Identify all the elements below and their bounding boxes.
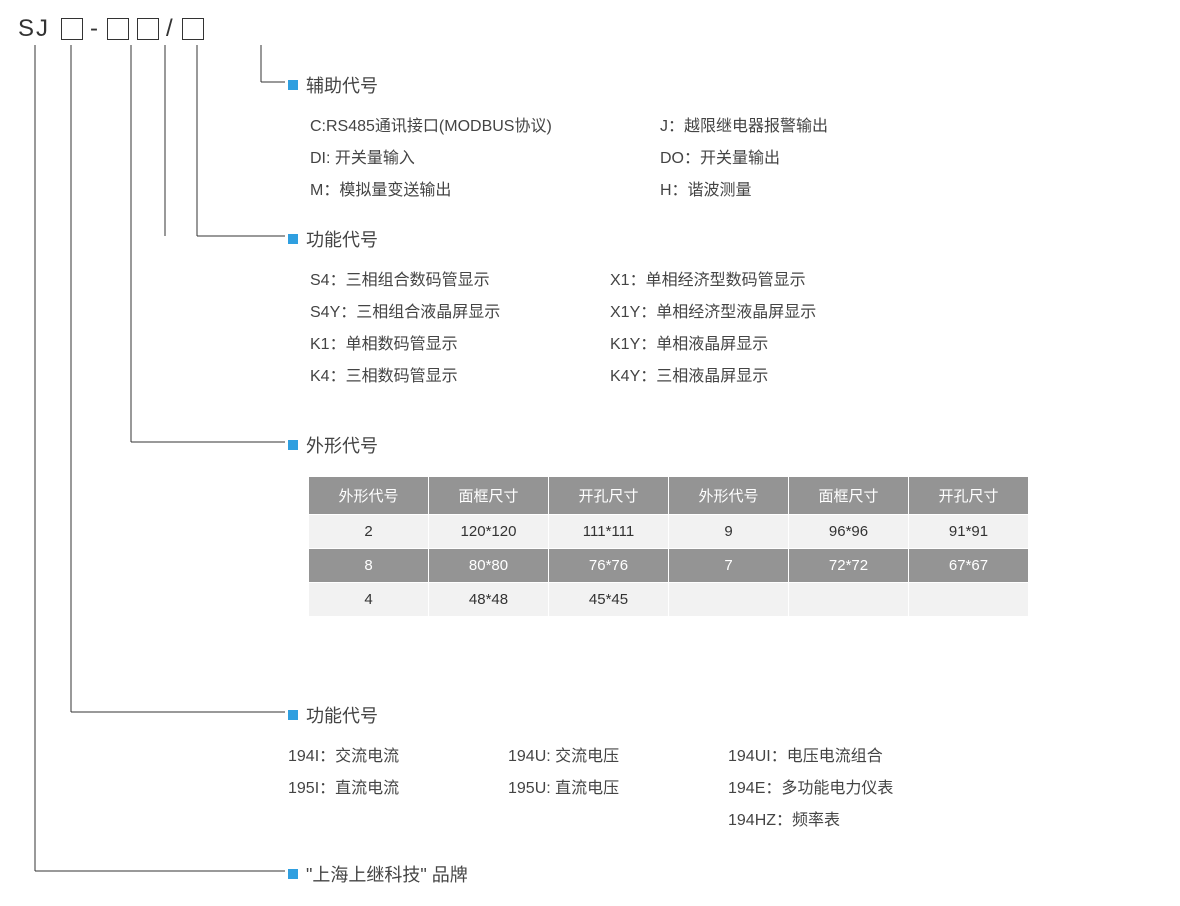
fn1-item: K4Y：三相液晶屏显示: [610, 362, 870, 386]
auxiliary-codes: C:RS485通讯接口(MODBUS协议) J：越限继电器报警输出 DI: 开关…: [310, 112, 920, 200]
fn1-item: S4：三相组合数码管显示: [310, 266, 570, 290]
td: 72*72: [789, 549, 909, 583]
td: 91*91: [909, 515, 1029, 549]
td: 120*120: [429, 515, 549, 549]
td: 80*80: [429, 549, 549, 583]
shape-title: 外形代号: [306, 432, 378, 458]
td: 8: [309, 549, 429, 583]
fn1-item: K1：单相数码管显示: [310, 330, 570, 354]
table-row: 4 48*48 45*45: [309, 583, 1029, 617]
fn2-item: 195U: 直流电压: [508, 774, 688, 798]
shape-table: 外形代号 面框尺寸 开孔尺寸 外形代号 面框尺寸 开孔尺寸 2 120*120 …: [308, 476, 1029, 617]
aux-item: DO：开关量输出: [660, 144, 920, 168]
bullet-icon: [288, 234, 298, 244]
model-code-display: SJ - /: [18, 15, 207, 43]
table-row: 8 80*80 76*76 7 72*72 67*67: [309, 549, 1029, 583]
auxiliary-title: 辅助代号: [306, 72, 378, 98]
td: 45*45: [549, 583, 669, 617]
section-brand: "上海上继科技" 品牌: [288, 861, 468, 887]
section-function1: 功能代号 S4：三相组合数码管显示 X1：单相经济型数码管显示 S4Y：三相组合…: [288, 226, 870, 386]
td: 96*96: [789, 515, 909, 549]
fn2-item: 194E：多功能电力仪表: [728, 774, 948, 798]
section-function2: 功能代号 194I：交流电流 194U: 交流电压 194UI：电压电流组合 1…: [288, 702, 948, 830]
bullet-icon: [288, 869, 298, 879]
aux-item: M：模拟量变送输出: [310, 176, 620, 200]
td: 76*76: [549, 549, 669, 583]
model-box-4: [182, 18, 204, 40]
aux-item: J：越限继电器报警输出: [660, 112, 920, 136]
fn1-item: K4：三相数码管显示: [310, 362, 570, 386]
fn1-item: S4Y：三相组合液晶屏显示: [310, 298, 570, 322]
section-header-function2: 功能代号: [288, 702, 948, 728]
section-auxiliary: 辅助代号 C:RS485通讯接口(MODBUS协议) J：越限继电器报警输出 D…: [288, 72, 920, 200]
section-header-auxiliary: 辅助代号: [288, 72, 920, 98]
function2-title: 功能代号: [306, 702, 378, 728]
td: 67*67: [909, 549, 1029, 583]
fn1-item: X1Y：单相经济型液晶屏显示: [610, 298, 870, 322]
td: 4: [309, 583, 429, 617]
aux-item: DI: 开关量输入: [310, 144, 620, 168]
td: [669, 583, 789, 617]
th: 面框尺寸: [789, 477, 909, 515]
fn1-item: X1：单相经济型数码管显示: [610, 266, 870, 290]
fn2-item: 194I：交流电流: [288, 742, 468, 766]
function1-title: 功能代号: [306, 226, 378, 252]
td: 7: [669, 549, 789, 583]
td: [789, 583, 909, 617]
fn1-item: K1Y：单相液晶屏显示: [610, 330, 870, 354]
model-slash: /: [166, 15, 175, 43]
section-header-function1: 功能代号: [288, 226, 870, 252]
function2-codes: 194I：交流电流 194U: 交流电压 194UI：电压电流组合 195I：直…: [288, 742, 948, 830]
table-row: 2 120*120 111*111 9 96*96 91*91: [309, 515, 1029, 549]
th: 开孔尺寸: [549, 477, 669, 515]
brand-title: "上海上继科技" 品牌: [306, 861, 468, 887]
section-header-brand: "上海上继科技" 品牌: [288, 861, 468, 887]
td: 9: [669, 515, 789, 549]
fn2-item: [508, 806, 688, 830]
model-box-1: [61, 18, 83, 40]
fn2-item: [288, 806, 468, 830]
section-shape: 外形代号 外形代号 面框尺寸 开孔尺寸 外形代号 面框尺寸 开孔尺寸 2 120…: [288, 432, 1029, 617]
th: 外形代号: [309, 477, 429, 515]
model-box-3: [137, 18, 159, 40]
function1-codes: S4：三相组合数码管显示 X1：单相经济型数码管显示 S4Y：三相组合液晶屏显示…: [310, 266, 870, 386]
bullet-icon: [288, 440, 298, 450]
bullet-icon: [288, 80, 298, 90]
table-header-row: 外形代号 面框尺寸 开孔尺寸 外形代号 面框尺寸 开孔尺寸: [309, 477, 1029, 515]
fn2-item: 194UI：电压电流组合: [728, 742, 948, 766]
aux-item: H：谐波测量: [660, 176, 920, 200]
th: 面框尺寸: [429, 477, 549, 515]
bullet-icon: [288, 710, 298, 720]
fn2-item: 194HZ：频率表: [728, 806, 948, 830]
model-box-2: [107, 18, 129, 40]
model-prefix: SJ: [18, 15, 50, 43]
th: 开孔尺寸: [909, 477, 1029, 515]
td: 2: [309, 515, 429, 549]
fn2-item: 194U: 交流电压: [508, 742, 688, 766]
fn2-item: 195I：直流电流: [288, 774, 468, 798]
td: 111*111: [549, 515, 669, 549]
th: 外形代号: [669, 477, 789, 515]
td: [909, 583, 1029, 617]
model-dash: -: [90, 15, 100, 43]
td: 48*48: [429, 583, 549, 617]
aux-item: C:RS485通讯接口(MODBUS协议): [310, 112, 620, 136]
section-header-shape: 外形代号: [288, 432, 1029, 458]
